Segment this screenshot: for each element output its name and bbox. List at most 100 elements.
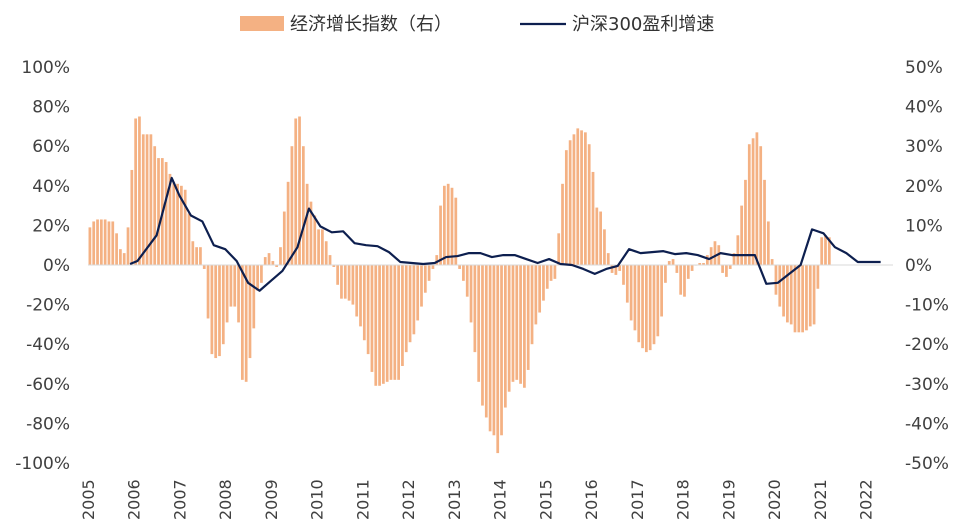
bar bbox=[427, 265, 431, 281]
bar bbox=[351, 265, 355, 305]
bar bbox=[431, 265, 435, 269]
bar bbox=[256, 265, 259, 291]
x-tick-label: 2020 bbox=[765, 479, 784, 520]
bar bbox=[812, 265, 816, 325]
line-series-csi300-earnings bbox=[129, 176, 881, 292]
bar bbox=[503, 265, 507, 408]
bar bbox=[591, 171, 595, 265]
bar bbox=[599, 211, 602, 265]
bar bbox=[610, 265, 614, 273]
x-tick-label: 2014 bbox=[491, 479, 510, 520]
bar bbox=[298, 116, 301, 265]
right-axis: 50% 40% 30% 20% 10% 0% -10% -20% -30% -40% -50% bbox=[905, 58, 949, 474]
bar bbox=[119, 249, 122, 265]
legend-label-line: 沪深300盈利增速 bbox=[572, 14, 714, 35]
bar bbox=[187, 213, 191, 265]
bar bbox=[561, 183, 564, 265]
bar bbox=[507, 265, 511, 392]
bar bbox=[645, 265, 648, 353]
left-tick-label: -60% bbox=[26, 375, 70, 395]
bar bbox=[130, 169, 134, 265]
x-tick-label: 2009 bbox=[262, 479, 281, 520]
bar bbox=[500, 265, 503, 436]
x-axis: 2005 2006 2007 2008 2009 2010 2011 2012 2013 2014… bbox=[79, 479, 876, 520]
bar bbox=[686, 265, 690, 279]
bar bbox=[526, 265, 530, 370]
bar bbox=[614, 265, 618, 275]
right-tick-label: -40% bbox=[905, 414, 949, 434]
bar bbox=[759, 146, 763, 265]
bar bbox=[747, 144, 751, 265]
bar bbox=[584, 132, 587, 265]
bar bbox=[652, 265, 656, 345]
bar bbox=[439, 205, 442, 265]
bar bbox=[401, 265, 404, 366]
legend: 经济增长指数（右） 沪深300盈利增速 bbox=[240, 14, 714, 35]
bar bbox=[705, 255, 709, 265]
bar bbox=[157, 158, 160, 265]
right-tick-label: -50% bbox=[905, 454, 949, 474]
bar bbox=[210, 265, 214, 355]
bar bbox=[618, 265, 622, 271]
bar bbox=[603, 229, 606, 265]
bar bbox=[172, 181, 176, 265]
x-tick-label: 2010 bbox=[308, 479, 327, 520]
bar bbox=[462, 265, 465, 281]
bar bbox=[827, 237, 831, 265]
bar bbox=[683, 265, 686, 297]
bar bbox=[248, 265, 252, 359]
left-tick-label: 20% bbox=[32, 216, 70, 236]
bar bbox=[698, 263, 702, 265]
bar bbox=[446, 183, 450, 265]
bar bbox=[549, 265, 553, 281]
bar bbox=[458, 265, 461, 269]
bar bbox=[176, 183, 179, 265]
bar bbox=[290, 146, 294, 265]
bar bbox=[568, 140, 572, 265]
bar bbox=[587, 144, 591, 265]
bar bbox=[404, 265, 408, 353]
bar bbox=[271, 261, 275, 265]
left-tick-label: 0% bbox=[43, 256, 70, 276]
bar bbox=[382, 265, 385, 384]
bar bbox=[713, 241, 717, 265]
bar bbox=[336, 265, 340, 285]
bar bbox=[355, 265, 359, 317]
bar bbox=[633, 265, 637, 331]
bar bbox=[530, 265, 534, 345]
bar bbox=[808, 265, 812, 327]
bar bbox=[664, 265, 667, 283]
bar bbox=[770, 259, 774, 265]
bar bbox=[690, 265, 694, 271]
bar bbox=[465, 265, 469, 297]
bar bbox=[774, 265, 778, 295]
bar bbox=[725, 265, 728, 277]
bar bbox=[115, 233, 118, 265]
right-tick-label: 50% bbox=[905, 58, 943, 78]
bar bbox=[168, 173, 172, 265]
bar bbox=[801, 265, 805, 333]
bar bbox=[229, 265, 233, 307]
bar bbox=[385, 265, 389, 382]
left-tick-label: -40% bbox=[26, 335, 70, 355]
bar bbox=[564, 150, 568, 265]
legend-swatch-bars bbox=[240, 16, 284, 31]
bar bbox=[309, 201, 313, 265]
bar bbox=[107, 221, 111, 265]
bar bbox=[408, 265, 412, 343]
bar bbox=[778, 265, 782, 307]
bar bbox=[221, 265, 225, 345]
bar bbox=[138, 116, 141, 265]
bar bbox=[340, 265, 343, 299]
bar bbox=[206, 265, 210, 319]
bar bbox=[370, 265, 374, 372]
bar bbox=[442, 185, 446, 265]
bar bbox=[622, 265, 625, 285]
x-tick-label: 2007 bbox=[171, 479, 190, 520]
bar bbox=[629, 265, 633, 321]
bar bbox=[744, 179, 747, 265]
bar bbox=[740, 205, 744, 265]
bar bbox=[305, 183, 309, 265]
bar bbox=[92, 221, 96, 265]
